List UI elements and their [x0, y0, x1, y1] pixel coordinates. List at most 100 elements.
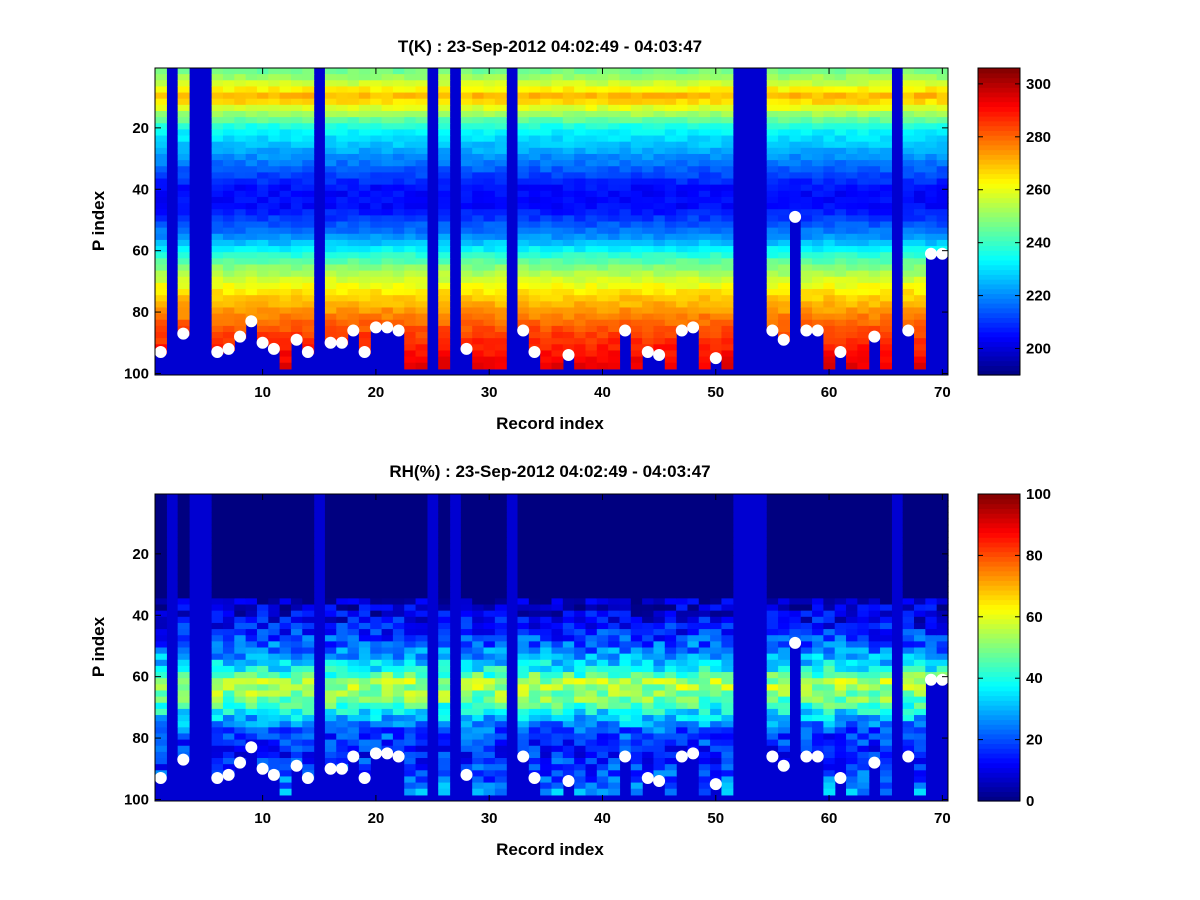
heatmap-cell — [245, 629, 258, 636]
heatmap-cell — [551, 153, 564, 161]
heatmap-cell — [302, 153, 315, 161]
heatmap-cell — [778, 325, 790, 333]
heatmap-cell — [687, 196, 700, 204]
heatmap-cell — [585, 684, 598, 692]
heatmap-cell — [404, 573, 417, 581]
heatmap-cell — [585, 751, 598, 759]
heatmap-cell — [528, 203, 541, 210]
heatmap-cell — [936, 153, 949, 161]
heatmap-cell — [800, 313, 813, 321]
heatmap-cell — [370, 301, 383, 309]
heatmap-cell — [664, 221, 677, 229]
heatmap-cell — [766, 141, 779, 149]
heatmap-cell — [245, 264, 258, 272]
heatmap-cell — [392, 86, 405, 94]
heatmap-cell — [290, 739, 303, 747]
heatmap-cell — [381, 289, 394, 296]
heatmap-cell — [268, 622, 281, 630]
heatmap-cell — [483, 362, 496, 370]
heatmap-cell — [619, 500, 632, 507]
heatmap-cell — [472, 715, 485, 722]
heatmap-cell — [392, 215, 405, 223]
heatmap-cell — [381, 196, 394, 204]
heatmap-cell — [392, 141, 405, 149]
heatmap-cell — [404, 715, 417, 722]
heatmap-cell — [857, 117, 870, 124]
heatmap-cell — [551, 788, 564, 796]
colorbar-segment — [978, 197, 1020, 203]
heatmap-cell — [551, 573, 564, 581]
heatmap-cell — [347, 239, 360, 247]
heatmap-cell — [551, 721, 564, 728]
heatmap-cell — [868, 307, 881, 315]
heatmap-cell — [721, 203, 734, 210]
heatmap-cell — [324, 135, 337, 143]
heatmap-cell — [823, 110, 836, 118]
heatmap-cell — [721, 524, 734, 532]
heatmap-cell — [551, 209, 564, 216]
heatmap-cell — [766, 530, 779, 538]
heatmap-cell — [698, 203, 711, 210]
heatmap-cell — [222, 147, 235, 155]
heatmap-cell — [868, 215, 881, 223]
heatmap-cell — [687, 190, 700, 198]
heatmap-cell — [177, 110, 190, 118]
heatmap-cell — [562, 160, 575, 167]
heatmap-cell — [370, 166, 383, 173]
heatmap-cell — [472, 252, 485, 259]
heatmap-cell — [347, 592, 360, 599]
heatmap-cell — [687, 203, 700, 210]
heatmap-cell — [834, 104, 847, 112]
heatmap-cell — [336, 233, 349, 241]
heatmap-cell — [392, 494, 405, 501]
heatmap-cell — [438, 215, 451, 223]
heatmap-cell — [778, 68, 790, 75]
heatmap-cell — [857, 252, 870, 259]
heatmap-cell — [619, 733, 632, 741]
heatmap-cell — [880, 86, 892, 94]
heatmap-cell — [358, 690, 371, 698]
heatmap-cell — [642, 494, 655, 501]
heatmap-cell — [630, 702, 643, 710]
heatmap-cell — [698, 86, 711, 94]
heatmap-cell — [358, 678, 371, 685]
heatmap-cell — [517, 129, 530, 137]
heatmap-cell — [698, 104, 711, 112]
heatmap-cell — [392, 196, 405, 204]
heatmap-cell — [834, 307, 847, 315]
heatmap-cell — [370, 616, 383, 624]
heatmap-cell — [302, 604, 315, 612]
heatmap-cell — [698, 727, 711, 735]
heatmap-cell — [664, 494, 677, 501]
heatmap-cell — [155, 758, 167, 765]
heatmap-cell — [902, 264, 915, 272]
heatmap-cell — [245, 647, 258, 655]
heatmap-cell — [823, 332, 836, 339]
heatmap-cell — [812, 92, 824, 100]
heatmap-cell — [347, 153, 360, 161]
heatmap-cell — [483, 672, 496, 679]
heatmap-cell — [494, 684, 507, 692]
heatmap-cell — [823, 74, 836, 81]
heatmap-cell — [846, 203, 858, 210]
heatmap-cell — [630, 506, 643, 514]
heatmap-cell — [834, 110, 847, 118]
heatmap-cell — [834, 313, 847, 321]
heatmap-cell — [528, 659, 541, 667]
heatmap-cell — [562, 641, 575, 649]
heatmap-cell — [664, 721, 677, 728]
heatmap-cell — [676, 227, 689, 235]
heatmap-cell — [664, 147, 677, 155]
heatmap-cell — [483, 80, 496, 88]
heatmap-cell — [721, 586, 734, 593]
heatmap-cell — [245, 289, 258, 296]
heatmap-cell — [676, 135, 689, 143]
heatmap-cell — [528, 494, 541, 501]
heatmap-cell — [676, 610, 689, 618]
heatmap-cell — [596, 776, 609, 784]
heatmap-cell — [245, 246, 258, 253]
heatmap-cell — [823, 104, 836, 112]
heatmap-cell — [664, 573, 677, 581]
heatmap-cell — [155, 276, 167, 284]
heatmap-cell — [630, 641, 643, 649]
